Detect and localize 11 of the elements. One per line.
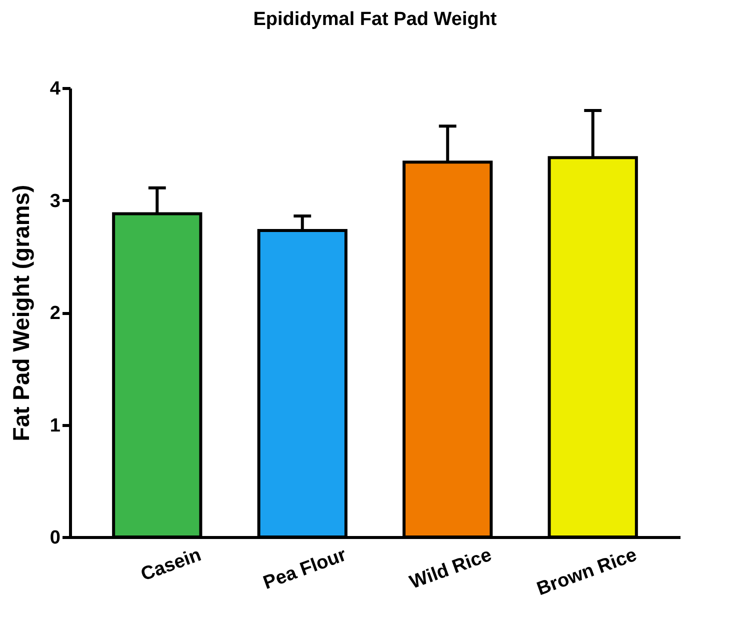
y-tick-label: 1 [50, 415, 61, 436]
y-tick-label: 4 [50, 78, 61, 100]
chart-title: Epididymal Fat Pad Weight [253, 9, 498, 30]
x-tick-label: Wild Rice [407, 544, 494, 594]
x-tick-label: Brown Rice [534, 544, 640, 600]
x-tick-label: Casein [138, 544, 204, 586]
x-tick-label: Pea Flour [260, 544, 350, 594]
y-tick-label: 2 [50, 303, 60, 324]
y-axis-title: Fat Pad Weight (grams) [8, 184, 34, 442]
y-tick-label: 3 [50, 190, 60, 212]
y-tick-label: 0 [50, 528, 60, 548]
